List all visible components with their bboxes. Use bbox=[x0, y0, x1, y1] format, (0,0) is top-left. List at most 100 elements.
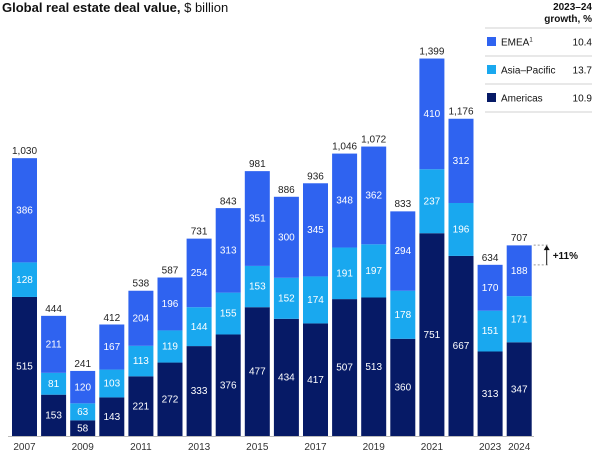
legend-swatch-apac bbox=[487, 65, 496, 74]
total-label-2013: 731 bbox=[191, 227, 208, 238]
total-label-2024: 707 bbox=[511, 233, 528, 244]
bar-segment-americas-2018 bbox=[332, 299, 358, 436]
bar-segment-apac-2009 bbox=[70, 403, 96, 421]
x-tick-2007: 2007 bbox=[13, 442, 36, 453]
total-label-2008: 444 bbox=[45, 304, 62, 315]
total-label-2021: 1,399 bbox=[419, 46, 444, 57]
legend-growth-americas: 10.9 bbox=[573, 94, 593, 105]
segment-label-apac-2010: 103 bbox=[103, 379, 120, 390]
total-label-2007: 1,030 bbox=[12, 146, 37, 157]
legend-swatch-emea bbox=[487, 37, 496, 46]
x-tick-2013: 2013 bbox=[188, 442, 211, 453]
total-label-2023: 634 bbox=[482, 253, 499, 264]
bar-segment-emea-2011 bbox=[128, 290, 154, 346]
chart-title: Global real estate deal value, $ billion bbox=[2, 0, 228, 15]
total-label-2009: 241 bbox=[74, 359, 91, 370]
segment-label-americas-2023: 313 bbox=[482, 389, 499, 400]
x-tick-2015: 2015 bbox=[246, 442, 269, 453]
total-label-2011: 538 bbox=[133, 279, 150, 290]
bar-segment-apac-2017 bbox=[303, 276, 328, 324]
bar-segment-americas-2020 bbox=[390, 338, 416, 436]
segment-label-americas-2010: 143 bbox=[103, 412, 120, 423]
segment-label-emea-2015: 351 bbox=[249, 214, 266, 225]
segment-label-apac-2024: 171 bbox=[511, 314, 528, 325]
bar-segment-emea-2012 bbox=[157, 277, 183, 331]
bar-segment-apac-2021 bbox=[419, 169, 445, 234]
segment-label-apac-2009: 63 bbox=[77, 407, 89, 418]
bar-segment-apac-2024 bbox=[506, 296, 532, 343]
legend-growth-apac: 13.7 bbox=[573, 66, 593, 77]
bar-segment-apac-2011 bbox=[128, 345, 154, 377]
segment-label-apac-2014: 155 bbox=[220, 309, 237, 320]
bar-segment-americas-2012 bbox=[157, 362, 183, 436]
segment-label-americas-2014: 376 bbox=[220, 380, 237, 391]
bar-segment-americas-2021 bbox=[419, 233, 445, 436]
segment-label-americas-2008: 153 bbox=[45, 410, 62, 421]
x-tick-2017: 2017 bbox=[304, 442, 327, 453]
bar-segment-apac-2007 bbox=[12, 262, 37, 297]
bar-segment-apac-2012 bbox=[157, 330, 183, 363]
segment-label-emea-2008: 211 bbox=[46, 339, 62, 350]
bar-segment-apac-2023 bbox=[477, 310, 503, 352]
bar-segment-americas-2023 bbox=[477, 351, 503, 436]
bar-segment-americas-2011 bbox=[128, 376, 154, 436]
bar-segment-emea-2018 bbox=[332, 153, 358, 248]
bar-segment-emea-2016 bbox=[273, 196, 299, 278]
bar-segment-emea-2008 bbox=[41, 315, 67, 373]
segment-label-americas-2012: 272 bbox=[162, 394, 179, 405]
legend-header-period: 2023–24 bbox=[553, 2, 592, 13]
bar-segment-americas-2022 bbox=[448, 255, 474, 436]
segment-label-emea-2019: 362 bbox=[365, 191, 382, 202]
legend-growth-emea: 10.4 bbox=[573, 38, 593, 49]
bar-segment-apac-2020 bbox=[390, 290, 416, 339]
bar-segment-americas-2008 bbox=[41, 394, 67, 436]
bar-segment-emea-2023 bbox=[477, 264, 503, 311]
segment-label-emea-2023: 170 bbox=[482, 283, 499, 294]
bar-segment-emea-2024 bbox=[506, 245, 532, 297]
segment-label-emea-2009: 120 bbox=[74, 382, 91, 393]
segment-label-apac-2018: 191 bbox=[336, 268, 353, 279]
segment-label-emea-2024: 188 bbox=[511, 266, 528, 277]
bar-segment-americas-2015 bbox=[244, 307, 270, 436]
growth-annotation: +11% bbox=[553, 251, 578, 262]
total-label-2022: 1,176 bbox=[448, 106, 473, 117]
bar-segment-americas-2010 bbox=[99, 397, 125, 436]
total-label-2010: 412 bbox=[103, 313, 120, 324]
bar-segment-apac-2013 bbox=[186, 307, 212, 347]
bar-segment-apac-2010 bbox=[99, 369, 125, 398]
total-label-2016: 886 bbox=[278, 185, 295, 196]
segment-label-americas-2024: 347 bbox=[511, 384, 528, 395]
segment-label-americas-2009: 58 bbox=[77, 423, 89, 434]
segment-label-emea-2007: 386 bbox=[16, 205, 33, 216]
segment-label-americas-2017: 417 bbox=[307, 375, 324, 386]
bar-segment-americas-2024 bbox=[506, 342, 532, 436]
segment-label-americas-2021: 751 bbox=[424, 330, 441, 341]
chart-title-unit: $ billion bbox=[184, 0, 229, 15]
segment-label-americas-2015: 477 bbox=[249, 367, 266, 378]
segment-label-apac-2021: 237 bbox=[424, 196, 441, 207]
total-label-2017: 936 bbox=[307, 171, 324, 182]
x-tick-2009: 2009 bbox=[72, 442, 95, 453]
segment-label-apac-2020: 178 bbox=[394, 310, 411, 321]
total-label-2020: 833 bbox=[394, 199, 411, 210]
bar-segment-americas-2016 bbox=[273, 318, 299, 436]
bar-segment-apac-2022 bbox=[448, 202, 474, 256]
segment-label-apac-2019: 197 bbox=[365, 266, 382, 277]
growth-arrow-icon bbox=[543, 245, 550, 251]
segment-label-emea-2018: 348 bbox=[336, 196, 353, 207]
legend-label-apac: Asia–Pacific bbox=[501, 66, 555, 77]
x-tick-2021: 2021 bbox=[421, 442, 444, 453]
chart-title-bold: Global real estate deal value, bbox=[2, 0, 181, 15]
segment-label-apac-2007: 128 bbox=[16, 275, 33, 286]
total-label-2019: 1,072 bbox=[361, 135, 386, 146]
x-tick-2023: 2023 bbox=[479, 442, 502, 453]
segment-label-emea-2014: 313 bbox=[220, 246, 237, 257]
segment-label-emea-2021: 410 bbox=[424, 109, 441, 120]
bar-segment-apac-2014 bbox=[215, 292, 241, 335]
segment-label-emea-2017: 345 bbox=[307, 225, 324, 236]
segment-label-apac-2022: 196 bbox=[453, 225, 470, 236]
segment-label-emea-2013: 254 bbox=[191, 268, 208, 279]
bar-segment-apac-2019 bbox=[361, 244, 387, 298]
bar-segment-emea-2014 bbox=[215, 208, 241, 293]
